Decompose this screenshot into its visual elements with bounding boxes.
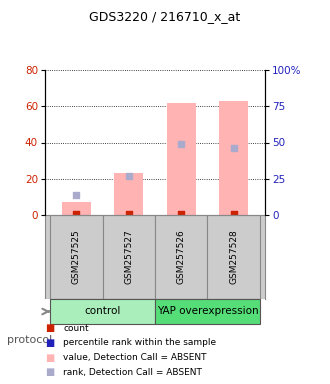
Bar bbox=[50, 299, 155, 324]
Bar bbox=[155, 299, 260, 324]
Text: GSM257525: GSM257525 bbox=[72, 230, 81, 285]
Bar bbox=[50, 215, 103, 299]
Point bbox=[126, 210, 131, 217]
Bar bbox=[115, 173, 143, 215]
Text: ■: ■ bbox=[45, 338, 54, 348]
Text: GDS3220 / 216710_x_at: GDS3220 / 216710_x_at bbox=[89, 10, 241, 23]
Text: control: control bbox=[84, 306, 121, 316]
Bar bbox=[103, 215, 155, 299]
Bar bbox=[207, 215, 260, 299]
Text: protocol: protocol bbox=[7, 335, 52, 345]
Text: ■: ■ bbox=[45, 323, 54, 333]
Bar bbox=[219, 101, 248, 215]
Point bbox=[231, 210, 236, 217]
Text: ■: ■ bbox=[45, 353, 54, 362]
Text: count: count bbox=[63, 324, 89, 333]
Point bbox=[74, 192, 79, 198]
Text: percentile rank within the sample: percentile rank within the sample bbox=[63, 338, 216, 348]
Point bbox=[126, 173, 131, 179]
Point bbox=[74, 210, 79, 217]
Text: rank, Detection Call = ABSENT: rank, Detection Call = ABSENT bbox=[63, 367, 202, 377]
Text: GSM257528: GSM257528 bbox=[229, 230, 238, 285]
Text: GSM257526: GSM257526 bbox=[177, 230, 186, 285]
Text: YAP overexpression: YAP overexpression bbox=[156, 306, 258, 316]
Bar bbox=[62, 202, 91, 215]
Point bbox=[179, 141, 184, 147]
Point bbox=[231, 145, 236, 151]
Text: ■: ■ bbox=[45, 367, 54, 377]
Bar bbox=[167, 103, 196, 215]
Text: GSM257527: GSM257527 bbox=[124, 230, 133, 285]
Point bbox=[179, 210, 184, 217]
Bar bbox=[155, 215, 207, 299]
Text: value, Detection Call = ABSENT: value, Detection Call = ABSENT bbox=[63, 353, 207, 362]
